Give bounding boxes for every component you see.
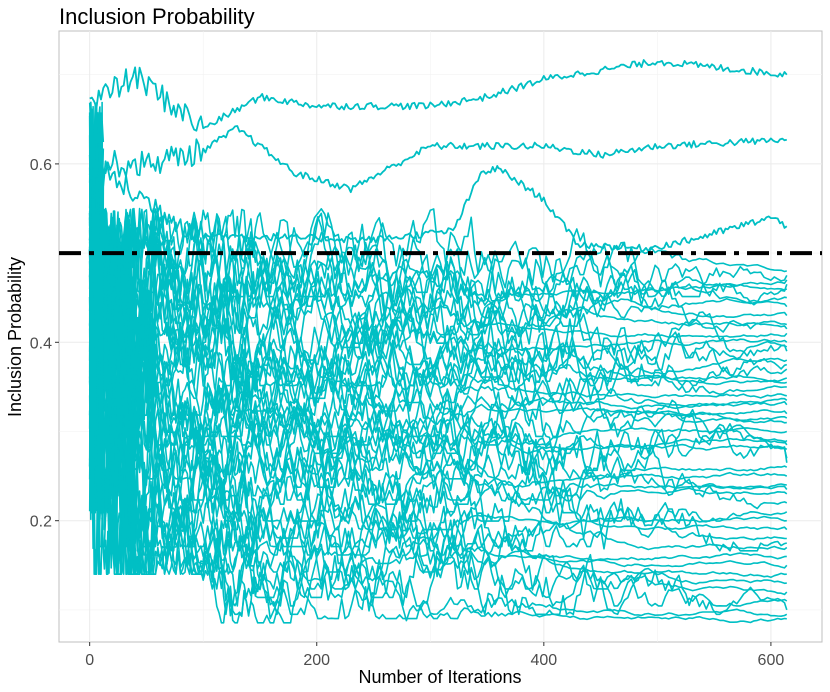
series-line-top (89, 59, 788, 132)
highlight-series-lines (88, 59, 788, 253)
y-axis-label: Inclusion Probability (5, 257, 25, 417)
x-axis-label: Number of Iterations (358, 667, 521, 687)
series-line-second (88, 125, 787, 194)
y-tick-label: 0.4 (30, 335, 52, 352)
series-line (88, 212, 788, 616)
x-tick-label: 200 (303, 652, 330, 669)
series-line (88, 241, 788, 552)
series-line (88, 230, 787, 624)
series-line (89, 345, 788, 505)
x-tick-label: 400 (530, 652, 557, 669)
series-line (89, 207, 788, 302)
series-line-early (88, 156, 105, 518)
series-line (88, 215, 788, 501)
chart-title: Inclusion Probability (59, 4, 255, 29)
y-axis-ticks: 0.2 0.4 0.6 (30, 157, 59, 531)
series-line (89, 208, 788, 336)
series-line (88, 225, 788, 620)
y-tick-label: 0.6 (30, 157, 52, 174)
series-line-third (88, 154, 788, 253)
x-axis-ticks: 0 200 400 600 (85, 642, 784, 669)
bulk-series-lines (88, 101, 788, 624)
series-line (88, 230, 787, 548)
x-tick-label: 0 (85, 652, 94, 669)
y-tick-label: 0.2 (30, 514, 52, 531)
series-line (88, 250, 787, 565)
x-tick-label: 600 (758, 652, 785, 669)
